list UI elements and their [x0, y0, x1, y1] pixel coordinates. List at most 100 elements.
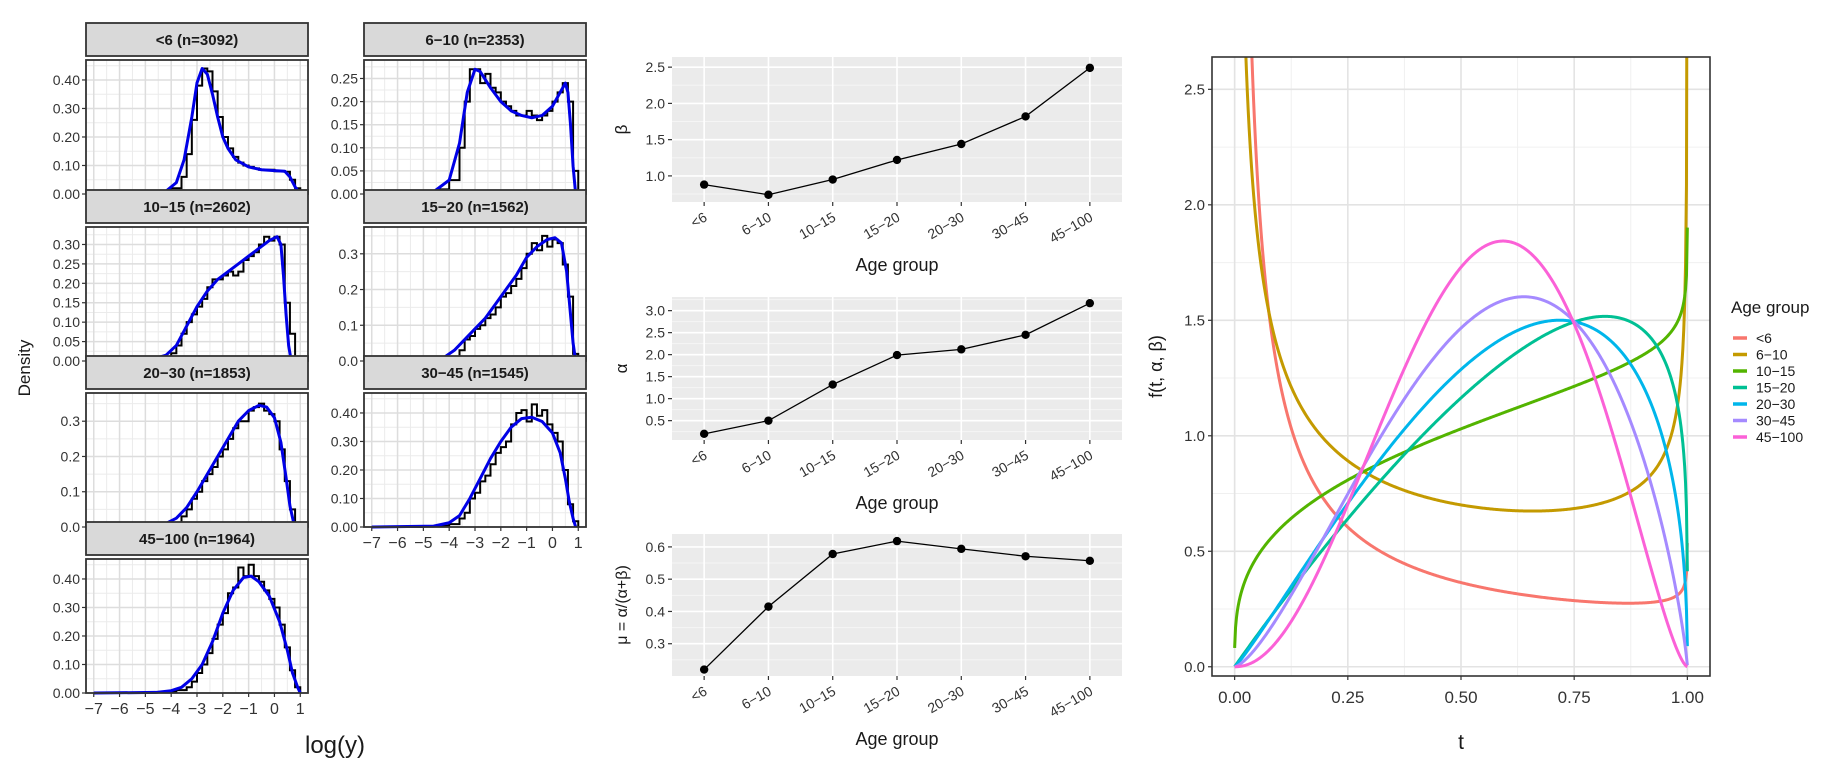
x-tick-label: 10−15 — [796, 683, 838, 717]
x-tick-label: −4 — [440, 535, 458, 552]
x-tick-label: 15−20 — [860, 683, 902, 717]
y-tick-label: 0.5 — [1184, 543, 1205, 560]
x-tick-label: 15−20 — [860, 447, 902, 481]
y-tick-label: 0.40 — [53, 72, 80, 88]
y-tick-label: 0.30 — [331, 433, 358, 449]
data-point — [1085, 556, 1095, 565]
y-tick-label: 0.00 — [331, 186, 358, 202]
y-axis-title: f(t, α, β) — [1146, 335, 1166, 398]
y-tick-label: 0.5 — [646, 571, 666, 587]
density-curve — [1250, 57, 1689, 605]
x-tick-label: 15−20 — [860, 209, 902, 243]
legend-label: 30−45 — [1756, 413, 1796, 429]
x-tick-label: −2 — [492, 535, 510, 552]
data-point — [828, 380, 837, 389]
facet-panel: 30−45 (n=1545)0.000.100.200.300.40−7 −6 −5… — [331, 355, 587, 552]
y-tick-label: 1.0 — [646, 391, 666, 407]
y-tick-label: 0.4 — [646, 603, 666, 619]
data-point — [1085, 298, 1095, 308]
x-tick-label: −3 — [466, 535, 484, 552]
data-point — [699, 665, 709, 674]
x-tick-label: −6 — [110, 701, 128, 718]
x-tick-label: −6 — [388, 535, 406, 552]
y-tick-label: 1.5 — [1184, 312, 1205, 329]
x-tick-label: −2 — [214, 701, 232, 718]
y-tick-label: 0.10 — [53, 157, 80, 173]
data-point — [957, 139, 966, 149]
density-curve — [1234, 295, 1689, 669]
facet-label: 30−45 (n=1545) — [421, 365, 529, 382]
alpha-param-chart: 0.5 1.0 1.5 2.0 2.5 3.0 <6 6−10 10−15 15−20 20−30 3… — [612, 297, 1122, 513]
legend-label: 6−10 — [1756, 347, 1788, 363]
facet-label: 10−15 (n=2602) — [143, 199, 251, 216]
x-tick-label: 0.25 — [1331, 688, 1364, 707]
data-point — [1021, 330, 1030, 340]
fitted-density-line — [93, 403, 297, 529]
y-tick-label: 0.40 — [331, 405, 358, 421]
y-tick-label: 2.5 — [646, 325, 666, 341]
x-tick-label: 10−15 — [796, 209, 838, 243]
density-curve — [1233, 314, 1689, 668]
y-tick-label: 0.6 — [646, 539, 666, 555]
y-tick-label: 0.1 — [339, 317, 359, 333]
y-tick-label: 0.10 — [331, 140, 358, 156]
facet-strip — [363, 189, 587, 224]
density-curve — [1233, 318, 1689, 668]
y-tick-label: 0.40 — [53, 571, 80, 587]
y-tick-label: 2.0 — [646, 95, 666, 111]
y-tick-label: 0.30 — [53, 599, 80, 615]
x-axis-title: Age group — [855, 493, 938, 513]
y-tick-label: 0.0 — [1184, 659, 1205, 676]
x-tick-label: 6−10 — [739, 209, 774, 239]
x-tick-label: 1 — [574, 535, 583, 552]
density-curve — [1234, 239, 1689, 669]
facet-panel: 6−10 (n=2353) 0.00 0.05 0.10 0.15 0.20 0.25 — [331, 22, 587, 202]
density-curve — [1244, 57, 1689, 513]
y-tick-label: 2.5 — [1184, 81, 1205, 98]
y-tick-label: 0.1 — [61, 484, 81, 500]
fitted-density-line — [93, 574, 302, 695]
x-tick-label: 10−15 — [796, 447, 838, 481]
data-point — [957, 345, 966, 354]
x-tick-label: −5 — [414, 535, 432, 552]
data-point — [764, 190, 773, 199]
x-tick-label: 0 — [270, 701, 279, 718]
legend-label: 20−30 — [1756, 396, 1796, 412]
data-point — [892, 155, 902, 165]
y-tick-label: 0.00 — [53, 353, 80, 369]
y-tick-label: 0.25 — [331, 70, 358, 86]
x-tick-label: 1 — [296, 701, 305, 718]
legend-title: Age group — [1731, 298, 1809, 317]
x-tick-label: −7 — [363, 535, 381, 552]
y-tick-label: 0.20 — [53, 628, 80, 644]
facet-panel: 15−20 (n=1562) 0.0 0.1 0.2 0.3 — [339, 189, 587, 369]
y-axis-title: Density — [15, 339, 34, 396]
x-tick-label: 45−100 — [1047, 683, 1096, 721]
y-tick-label: 0.15 — [331, 117, 358, 133]
facet-panel: <6 (n=3092) 0.00 0.10 0.20 0.30 0.40 — [53, 22, 309, 202]
y-axis-title: β — [612, 124, 631, 134]
histogram-steps — [93, 235, 297, 362]
y-tick-label: 0.3 — [646, 636, 666, 652]
histogram-facets: <6 (n=3092)0.000.100.200.300.406−10 (n=2… — [15, 22, 587, 759]
facet-panel: 45−100 (n=1964)0.000.100.200.300.40−7 −6−… — [53, 521, 309, 718]
y-tick-label: 0.20 — [53, 275, 80, 291]
data-point — [764, 416, 773, 425]
y-tick-label: 3.0 — [646, 303, 666, 319]
y-tick-label: 0.00 — [331, 519, 358, 535]
y-tick-label: 0.15 — [53, 295, 80, 311]
y-tick-label: 0.0 — [339, 353, 359, 369]
legend-label: 15−20 — [1756, 380, 1796, 396]
y-tick-label: 1.0 — [1184, 428, 1205, 445]
facet-strip — [363, 355, 587, 390]
x-tick-label: <6 — [688, 209, 710, 231]
facet-label: 15−20 (n=1562) — [421, 199, 529, 216]
x-tick-label: 0.50 — [1444, 688, 1477, 707]
data-point — [828, 549, 837, 559]
x-tick-label: 20−30 — [925, 683, 967, 717]
y-tick-label: 0.25 — [53, 256, 80, 272]
facet-label: 20−30 (n=1853) — [143, 365, 251, 382]
facet-panel: 20−30 (n=1853) 0.0 0.1 0.2 0.3 — [61, 355, 309, 535]
x-tick-label: 6−10 — [739, 683, 774, 713]
